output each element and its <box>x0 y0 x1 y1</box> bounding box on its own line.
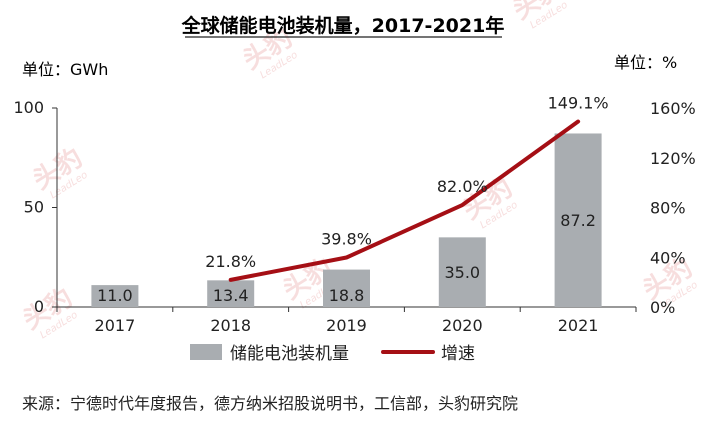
growth-point <box>346 256 347 258</box>
left-axis-ticks: 0 50 100 <box>13 98 57 316</box>
bar <box>207 280 255 307</box>
right-tick-label: 40% <box>650 248 686 267</box>
x-axis-ticks: 2017 2018 2019 2020 2021 <box>56 307 637 335</box>
growth-line <box>228 119 581 282</box>
x-tick-label: 2021 <box>558 316 599 335</box>
growth-value-label: 149.1% <box>548 94 609 113</box>
legend-bar-swatch <box>190 344 222 360</box>
x-tick-label: 2019 <box>326 316 367 335</box>
x-tick-label: 2018 <box>210 316 251 335</box>
bar-value-labels: 11.0 13.4 18.8 35.0 87.2 <box>97 211 596 305</box>
left-tick-label: 0 <box>34 297 44 316</box>
right-tick-label: 120% <box>650 149 696 168</box>
bar-value-label: 35.0 <box>444 263 480 282</box>
growth-value-label: 82.0% <box>437 177 488 196</box>
x-tick-label: 2020 <box>442 316 483 335</box>
right-tick-label: 160% <box>650 99 696 118</box>
bar <box>554 133 602 307</box>
bar-value-label: 11.0 <box>97 286 133 305</box>
growth-value-label: 21.8% <box>205 252 256 271</box>
growth-value-label: 39.8% <box>321 229 372 248</box>
right-tick-label: 80% <box>650 199 686 218</box>
legend: 储能电池装机量 增速 <box>190 344 475 364</box>
left-tick-label: 100 <box>13 98 44 117</box>
bar-value-label: 13.4 <box>213 286 249 305</box>
growth-point <box>230 279 232 281</box>
bar-value-label: 18.8 <box>329 286 365 305</box>
line-value-labels: 21.8% 39.8% 82.0% 149.1% <box>205 94 608 271</box>
line-series <box>228 119 581 282</box>
bar <box>91 285 139 307</box>
bar-value-label: 87.2 <box>560 211 596 230</box>
legend-line-label: 增速 <box>441 344 475 364</box>
source-note: 来源：宁德时代年度报告，德方纳米招股说明书，工信部，头豹研究院 <box>22 394 518 413</box>
x-tick-label: 2017 <box>95 316 136 335</box>
bar <box>323 269 370 307</box>
left-unit-label: 单位：GWh <box>22 60 108 79</box>
right-tick-label: 0% <box>650 298 675 317</box>
legend-bar-label: 储能电池装机量 <box>230 344 349 364</box>
growth-point <box>461 204 463 206</box>
bar <box>438 237 486 307</box>
left-tick-label: 50 <box>24 198 44 217</box>
chart-title: 全球储能电池装机量，2017-2021年 <box>181 14 505 37</box>
right-axis-ticks: 0% 40% 80% 120% 160% <box>650 99 696 317</box>
right-unit-label: 单位：% <box>614 53 677 72</box>
bar-series <box>91 133 602 307</box>
growth-point <box>577 121 579 123</box>
